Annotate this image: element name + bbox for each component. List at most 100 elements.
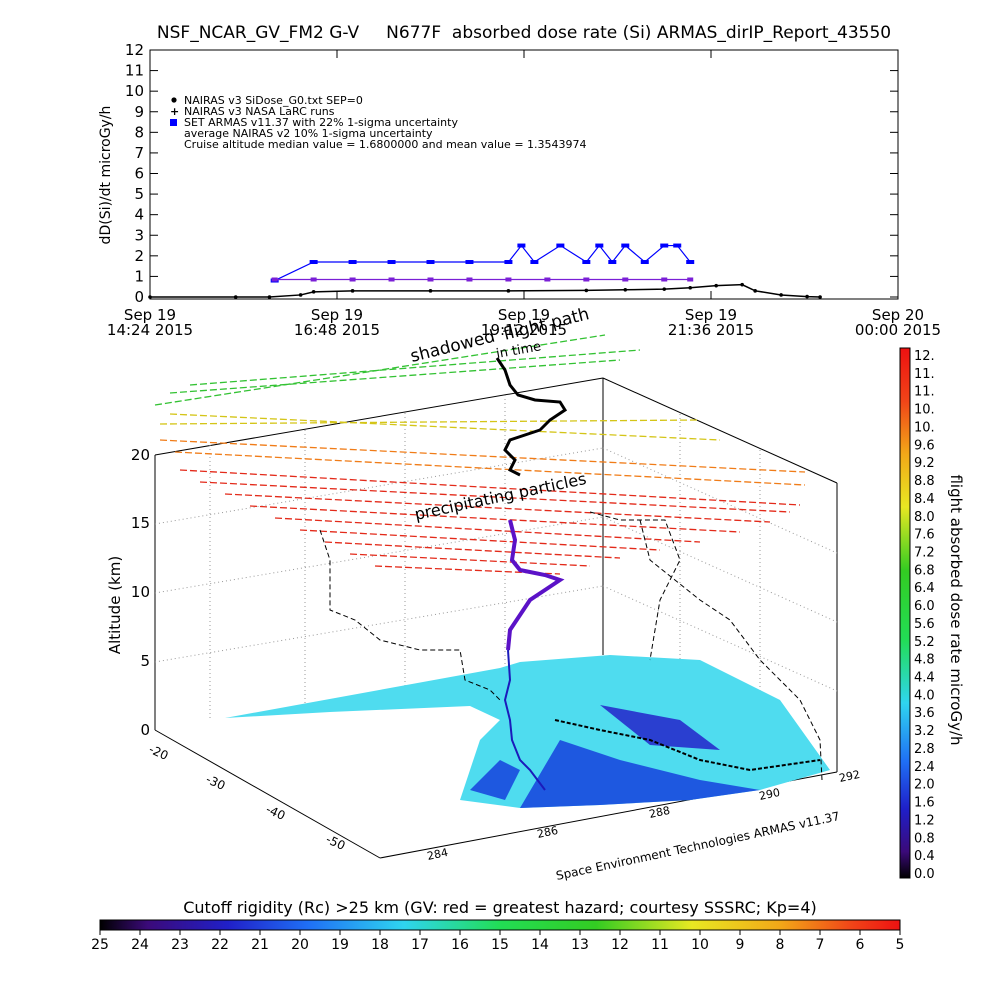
colorbar-right-tick: 5.6 — [914, 617, 935, 632]
colorbar-right-tick: 4.4 — [914, 671, 935, 686]
x-tick-label-date: Sep 19 — [311, 306, 363, 324]
colorbar-right-tick: 1.6 — [914, 796, 935, 811]
z-tick: 5 — [140, 652, 150, 670]
data-point-armas — [517, 243, 526, 248]
colorbar-bottom-tick: 14 — [531, 937, 549, 953]
timeseries-grid — [149, 49, 899, 299]
colorbar-bottom-tick: 13 — [571, 937, 589, 953]
cutoff-rigidity-gradient — [99, 919, 901, 931]
data-point-nairas-v2 — [661, 277, 668, 282]
lat-tick: -20 — [147, 742, 171, 763]
data-point-armas — [608, 260, 617, 265]
longitude-ticks: 284 286 288 290 292 — [426, 768, 861, 863]
x-tick-label-time: 14:24 2015 — [107, 321, 193, 339]
data-point-nairas-v3 — [506, 289, 511, 293]
data-point-nairas-v3 — [148, 295, 152, 299]
colorbar-bottom-tick: 10 — [691, 937, 709, 953]
series-line-armas — [274, 244, 691, 282]
colorbar-right-tick: 0.4 — [914, 849, 935, 864]
timeseries-frame — [149, 49, 899, 300]
colorbar-bottom-tick: 19 — [331, 937, 349, 953]
path-projection — [319, 511, 823, 781]
x-tick-label-date: Sep 19 — [498, 306, 550, 324]
colorbar-right-tick: 10. — [914, 420, 935, 435]
series-line-nairas-v3 — [150, 283, 821, 298]
colorbar-bottom-tick: 22 — [211, 937, 229, 953]
data-point-nairas-v2 — [388, 277, 395, 282]
legend-entry-armas: SET ARMAS v11.37 with 22% 1-sigma uncert… — [184, 116, 458, 129]
data-point-nairas-v2 — [544, 277, 551, 282]
legend-marker-armas — [170, 119, 177, 126]
altitude-z-ticks: 0 5 10 15 20 — [131, 446, 150, 739]
plot-footer: Space Environment Technologies ARMAS v11… — [555, 809, 841, 883]
data-point-armas — [309, 260, 318, 265]
colorbar-bottom-tick: 5 — [896, 937, 905, 953]
data-point-nairas-v3 — [233, 295, 238, 299]
altitude-3d-plot: 0 5 10 15 20 Altitude (km) -20 -30 -40 -… — [106, 304, 861, 883]
data-point-nairas-v2 — [310, 277, 317, 282]
data-point-nairas-v2 — [583, 277, 590, 282]
colorbar-bottom-tick: 18 — [371, 937, 389, 953]
y-tick-label: 3 — [134, 226, 144, 244]
data-point-armas — [426, 260, 435, 265]
colorbar-right-tick: 2.0 — [914, 778, 935, 793]
chart-title: NSF_NCAR_GV_FM2 G-V N677F absorbed dose … — [157, 23, 891, 43]
colorbar-right-tick: 3.2 — [914, 724, 935, 739]
z-tick: 0 — [140, 721, 150, 739]
colorbar-right-tick: 10. — [914, 403, 935, 418]
colorbar-right-tick: 6.4 — [914, 581, 935, 596]
lat-tick: -30 — [204, 772, 228, 793]
colorbar-right-tick: 11. — [914, 367, 935, 382]
colorbar-bottom-tick: 8 — [776, 937, 785, 953]
lon-tick: 284 — [426, 846, 449, 863]
colorbar-right-tick: 0.0 — [914, 867, 935, 882]
colorbar-bottom-tick: 11 — [651, 937, 669, 953]
timeseries-series — [148, 243, 822, 299]
y-tick-label: 2 — [134, 247, 144, 265]
colorbar-right-tick: 4.0 — [914, 688, 935, 703]
colorbar-right-tick: 4.8 — [914, 653, 935, 668]
data-point-armas — [686, 260, 695, 265]
colorbar-right-tick: 11. — [914, 385, 935, 400]
data-point-nairas-v2 — [622, 277, 629, 282]
continent-shelf — [225, 655, 830, 808]
y-tick-label: 4 — [134, 206, 144, 224]
data-point-armas — [640, 260, 649, 265]
x-tick-label-time: 21:36 2015 — [668, 321, 754, 339]
data-point-nairas-v3 — [818, 295, 822, 299]
colorbar-right-tick: 8.8 — [914, 474, 935, 489]
lat-tick: -50 — [324, 832, 348, 853]
y-tick-label: 11 — [125, 62, 144, 80]
data-point-armas — [673, 243, 682, 248]
colorbar-bottom-tick: 12 — [611, 937, 629, 953]
x-tick-label-date: Sep 19 — [685, 306, 737, 324]
colorbar-right-tick: 2.8 — [914, 742, 935, 757]
z-tick: 15 — [131, 514, 150, 532]
particle-band-warm — [154, 334, 806, 575]
colorbar-bottom-tick: 20 — [291, 937, 309, 953]
colorbar-bottom-tick: 15 — [491, 937, 509, 953]
x-tick-label-time: 19:12 2015 — [481, 321, 567, 339]
cutoff-rigidity-colorbar: Cutoff rigidity (Rc) >25 km (GV: red = g… — [91, 898, 904, 953]
colorbar-right-tick: 9.6 — [914, 438, 935, 453]
y-tick-label: 7 — [134, 144, 144, 162]
colorbar-right-tick: 6.8 — [914, 563, 935, 578]
data-point-armas — [556, 243, 565, 248]
z-tick: 20 — [131, 446, 150, 464]
colorbar-right-tick: 8.0 — [914, 510, 935, 525]
timeseries-legend: NAIRAS v3 SiDose_G0.txt SEP=0 + NAIRAS v… — [170, 94, 587, 151]
data-point-nairas-v2 — [505, 277, 512, 282]
data-point-armas — [660, 243, 669, 248]
legend-entry-cruise-stats: Cruise altitude median value = 1.6800000… — [184, 138, 587, 151]
colorbar-right-tick: 0.8 — [914, 831, 935, 846]
legend-entry-nairas-v3: NAIRAS v3 SiDose_G0.txt SEP=0 — [184, 94, 363, 107]
legend-marker-nasa-larc: + — [170, 105, 179, 118]
data-point-nairas-v3 — [584, 288, 589, 293]
colorbar-right-tick: 2.4 — [914, 760, 935, 775]
data-point-nairas-v3 — [779, 293, 783, 297]
cutoff-rigidity-ticks: 25 24 23 22 21 20 19 18 17 16 15 14 13 12 11 10 9 8 7 6 5 — [91, 930, 904, 953]
dose-rate-colorbar-label: flight absorbed dose rate microGy/h — [947, 474, 965, 745]
